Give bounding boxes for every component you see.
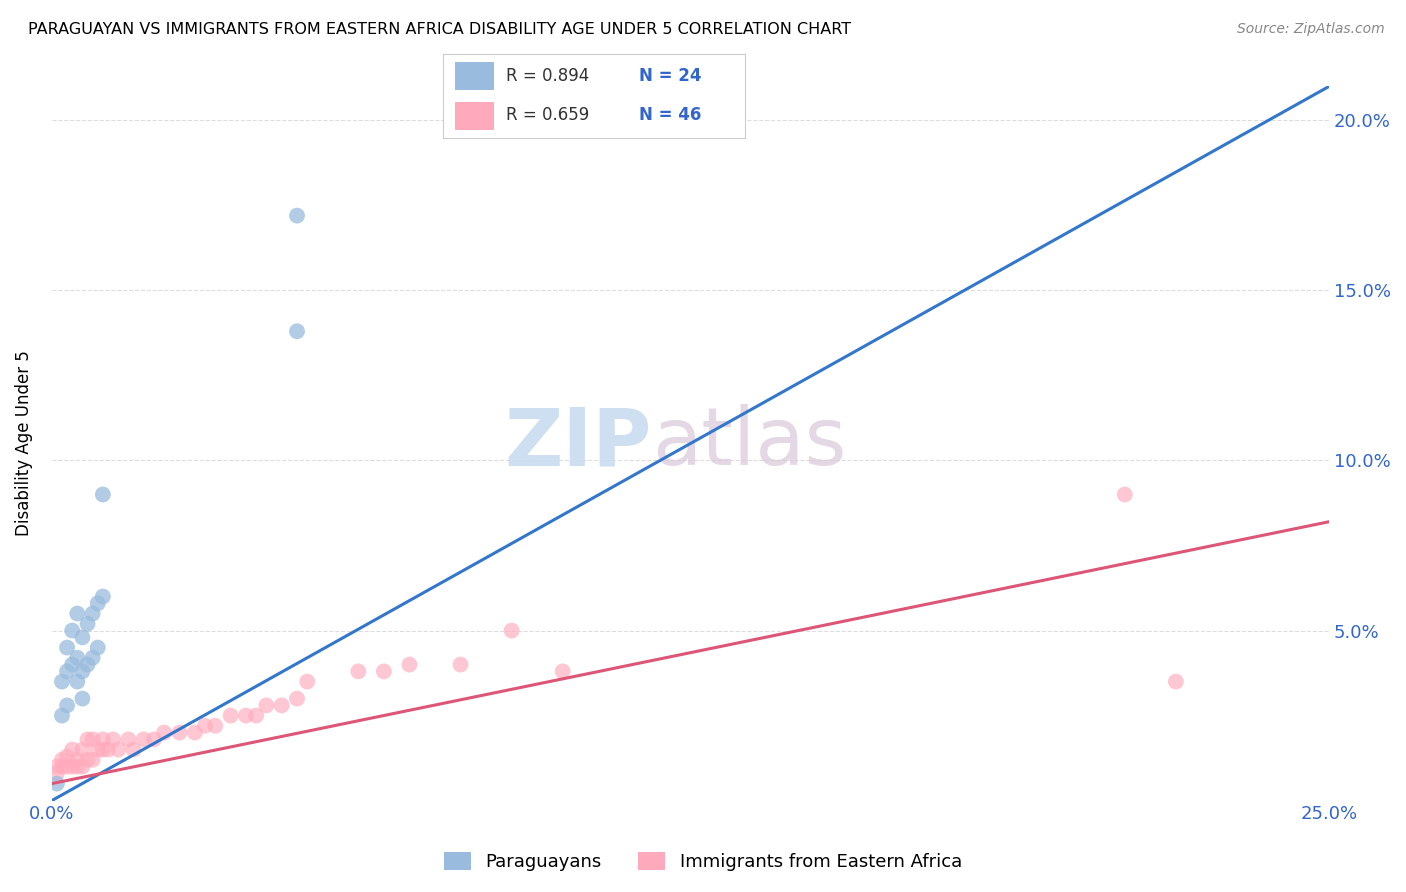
Point bbox=[285, 691, 308, 706]
Point bbox=[194, 719, 217, 733]
Point bbox=[87, 742, 110, 756]
Point bbox=[72, 665, 94, 679]
Point bbox=[51, 753, 73, 767]
Point bbox=[56, 665, 79, 679]
Point bbox=[87, 640, 110, 655]
Point bbox=[235, 708, 257, 723]
Point bbox=[347, 665, 370, 679]
Point bbox=[132, 732, 155, 747]
Point bbox=[373, 665, 395, 679]
Point bbox=[72, 631, 94, 645]
Point bbox=[76, 732, 98, 747]
Text: atlas: atlas bbox=[652, 404, 846, 483]
Point bbox=[82, 650, 104, 665]
Text: ZIP: ZIP bbox=[505, 404, 652, 483]
Point bbox=[501, 624, 523, 638]
Text: N = 24: N = 24 bbox=[640, 68, 702, 86]
Point bbox=[101, 732, 124, 747]
FancyBboxPatch shape bbox=[456, 102, 495, 130]
Point bbox=[60, 624, 83, 638]
Point bbox=[87, 596, 110, 610]
Point bbox=[76, 753, 98, 767]
Text: R = 0.894: R = 0.894 bbox=[506, 68, 589, 86]
Point bbox=[1164, 674, 1187, 689]
Point bbox=[204, 719, 226, 733]
Point bbox=[66, 753, 89, 767]
Point bbox=[60, 657, 83, 672]
Point bbox=[91, 590, 114, 604]
Point bbox=[76, 657, 98, 672]
Point bbox=[72, 691, 94, 706]
Text: Source: ZipAtlas.com: Source: ZipAtlas.com bbox=[1237, 22, 1385, 37]
Point bbox=[169, 725, 191, 739]
Point bbox=[60, 759, 83, 773]
Point bbox=[45, 776, 67, 790]
Point bbox=[82, 732, 104, 747]
Point bbox=[45, 766, 67, 780]
Point bbox=[551, 665, 574, 679]
Point bbox=[450, 657, 472, 672]
Text: R = 0.659: R = 0.659 bbox=[506, 106, 589, 124]
Y-axis label: Disability Age Under 5: Disability Age Under 5 bbox=[15, 351, 32, 536]
Point bbox=[107, 742, 129, 756]
Point bbox=[297, 674, 319, 689]
Point bbox=[91, 732, 114, 747]
Point bbox=[66, 759, 89, 773]
Point bbox=[285, 324, 308, 338]
Legend: Paraguayans, Immigrants from Eastern Africa: Paraguayans, Immigrants from Eastern Afr… bbox=[437, 845, 969, 879]
Point bbox=[56, 698, 79, 713]
Point bbox=[56, 759, 79, 773]
Point bbox=[51, 674, 73, 689]
Point bbox=[51, 708, 73, 723]
Point bbox=[91, 487, 114, 501]
Point bbox=[1114, 487, 1136, 501]
Point bbox=[66, 674, 89, 689]
Point bbox=[219, 708, 242, 723]
Point bbox=[45, 759, 67, 773]
Point bbox=[91, 742, 114, 756]
Point bbox=[56, 640, 79, 655]
Point bbox=[398, 657, 420, 672]
Point bbox=[56, 749, 79, 764]
Point bbox=[51, 759, 73, 773]
FancyBboxPatch shape bbox=[456, 62, 495, 90]
Point bbox=[270, 698, 292, 713]
Point bbox=[72, 759, 94, 773]
Point bbox=[82, 753, 104, 767]
Point bbox=[245, 708, 267, 723]
Point bbox=[66, 607, 89, 621]
Point bbox=[72, 742, 94, 756]
Point bbox=[254, 698, 277, 713]
Point bbox=[60, 742, 83, 756]
Point bbox=[184, 725, 207, 739]
Point bbox=[142, 732, 165, 747]
Text: PARAGUAYAN VS IMMIGRANTS FROM EASTERN AFRICA DISABILITY AGE UNDER 5 CORRELATION : PARAGUAYAN VS IMMIGRANTS FROM EASTERN AF… bbox=[28, 22, 851, 37]
Text: N = 46: N = 46 bbox=[640, 106, 702, 124]
Point bbox=[82, 607, 104, 621]
Point bbox=[97, 742, 120, 756]
Point bbox=[285, 209, 308, 223]
Point bbox=[122, 742, 145, 756]
Point bbox=[117, 732, 139, 747]
Point bbox=[153, 725, 176, 739]
Point bbox=[66, 650, 89, 665]
Point bbox=[76, 616, 98, 631]
